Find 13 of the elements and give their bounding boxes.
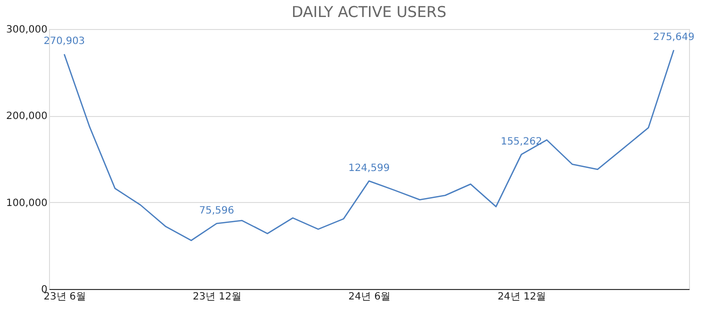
chart-title: DAILY ACTIVE USERS (292, 3, 446, 21)
x-tick-label: 23년 12월 (192, 292, 242, 302)
data-label: 124,599 (348, 163, 390, 174)
line-series (64, 49, 674, 242)
y-tick-label: 300,000 (6, 24, 48, 36)
data-label: 270,903 (44, 36, 85, 48)
x-tick-label: 24년 6월 (348, 292, 391, 302)
data-label: 75,596 (199, 205, 234, 216)
data-label: 155,262 (500, 136, 542, 148)
data-label: 275,649 (653, 32, 694, 44)
y-tick-label: 100,000 (6, 198, 48, 209)
y-tick-label: 200,000 (6, 111, 48, 122)
x-tick-label: 24년 12월 (498, 292, 546, 302)
